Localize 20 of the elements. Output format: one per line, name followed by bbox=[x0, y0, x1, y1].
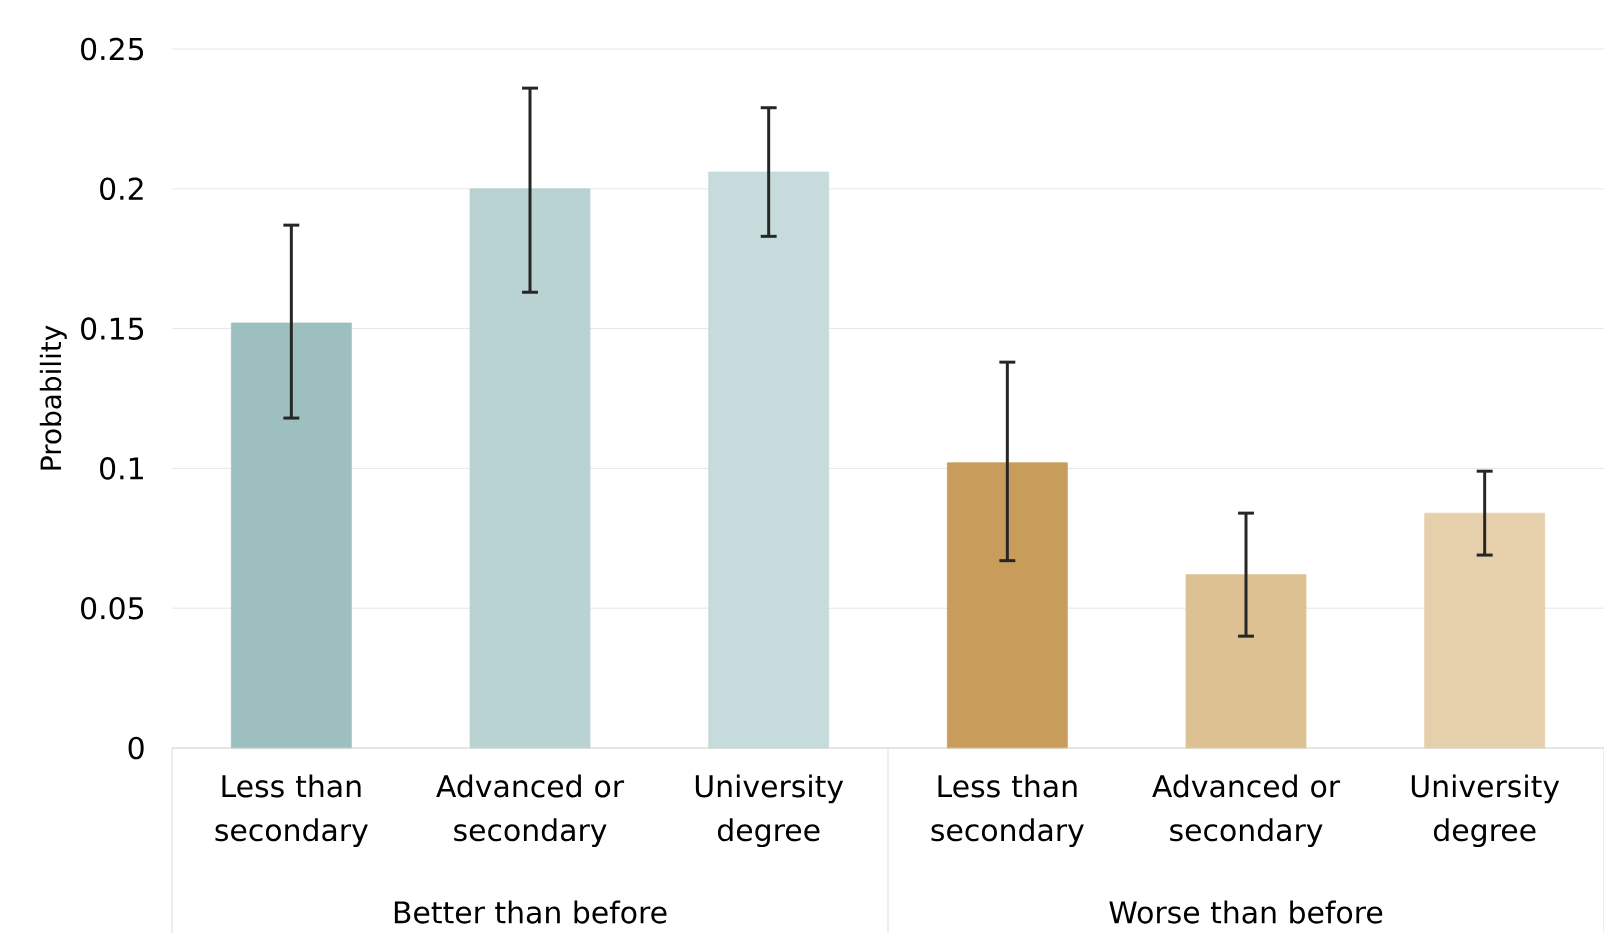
bar bbox=[469, 188, 591, 749]
x-tick-label: Advanced or secondary bbox=[436, 774, 625, 848]
y-tick-label: 0 bbox=[128, 736, 144, 760]
y-axis-title: Probability bbox=[39, 325, 67, 470]
y-tick-label: 0.05 bbox=[81, 596, 144, 620]
bar bbox=[1424, 512, 1546, 749]
x-tick-label: Less than secondary bbox=[931, 774, 1084, 848]
x-tick-label: Advanced or secondary bbox=[1152, 774, 1341, 848]
text: Better than before bbox=[394, 900, 667, 924]
bar bbox=[1185, 574, 1307, 749]
y-tick-label: 0.2 bbox=[100, 177, 143, 201]
text: Worse than before bbox=[1109, 900, 1383, 924]
bar bbox=[230, 322, 352, 749]
bar bbox=[946, 462, 1068, 749]
y-tick-label: 0.25 bbox=[81, 37, 144, 61]
x-tick-label: University degree bbox=[1411, 774, 1560, 848]
y-tick-label: 0.1 bbox=[100, 457, 143, 480]
y-tick-label: 0.15 bbox=[81, 317, 144, 340]
x-tick-label: Less than secondary bbox=[215, 774, 368, 848]
x-tick-label: University degree bbox=[695, 774, 844, 848]
